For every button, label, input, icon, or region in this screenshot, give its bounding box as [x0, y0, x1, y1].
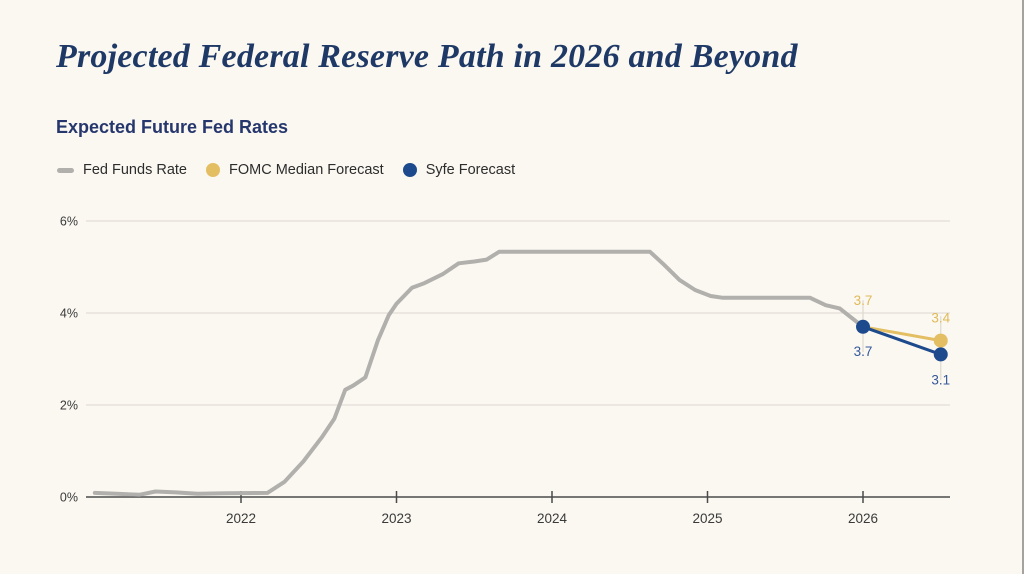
x-tick-label-2022: 2022	[226, 511, 256, 526]
circle-swatch-icon	[205, 163, 220, 178]
data-point-dot-syfe-forecast	[856, 319, 870, 334]
data-point-dot-syfe-forecast	[933, 347, 948, 362]
data-label-fomc-median-forecast-3.4: 3.4	[931, 311, 950, 326]
circle-swatch-icon	[402, 163, 417, 178]
data-label-syfe-forecast-3.7: 3.7	[854, 344, 873, 359]
legend-item-fomc-median-forecast: FOMC Median Forecast	[205, 162, 384, 178]
y-tick-label-4: 4%	[60, 307, 78, 321]
x-tick-label-2026: 2026	[848, 511, 878, 526]
data-point-dot-fomc-median-forecast	[933, 333, 948, 348]
y-tick-label-6: 6%	[60, 215, 78, 229]
legend-item-syfe-forecast: Syfe Forecast	[402, 162, 516, 178]
dash-swatch-icon	[57, 167, 74, 173]
data-label-fomc-median-forecast-3.7: 3.7	[854, 293, 873, 308]
y-tick-label-2: 2%	[60, 399, 78, 413]
chart-legend: Fed Funds Rate FOMC Median Forecast Syfe F…	[57, 163, 515, 178]
series-line-syfe-forecast	[861, 325, 943, 356]
series-line-fomc-median-forecast	[861, 325, 943, 343]
chart-title: Expected Future Fed Rates	[56, 117, 289, 137]
legend-label: Fed Funds Rate	[83, 162, 187, 178]
legend-label: Syfe Forecast	[425, 162, 516, 178]
page-title: Projected Federal Reserve Path in 2026 a…	[56, 38, 798, 75]
x-tick-label-2025: 2025	[692, 511, 722, 526]
x-tick-label-2024: 2024	[537, 511, 568, 526]
y-tick-label-0: 0%	[60, 491, 78, 505]
legend-label: FOMC Median Forecast	[228, 162, 384, 178]
data-label-syfe-forecast-3.1: 3.1	[931, 372, 950, 387]
legend-item-fed-funds-rate: Fed Funds Rate	[57, 163, 187, 178]
series-line-fed-funds-rate	[92, 249, 865, 497]
x-tick-label-2023: 2023	[381, 511, 411, 526]
